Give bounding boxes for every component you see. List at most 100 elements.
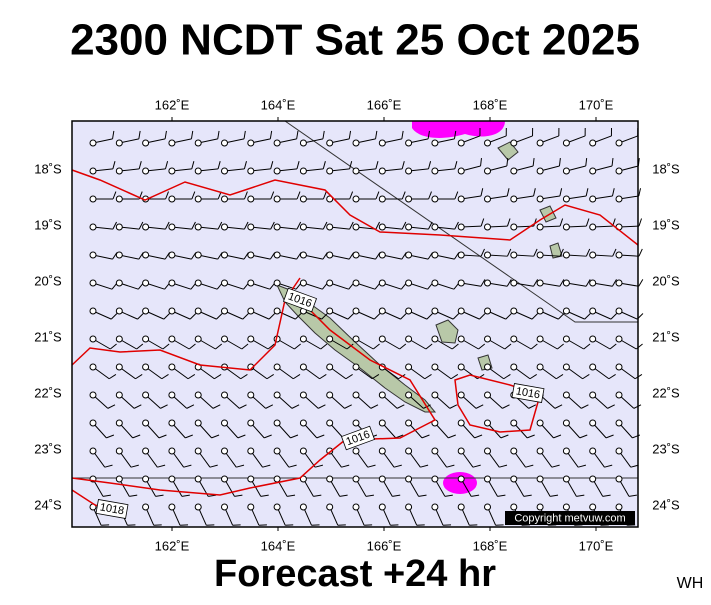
longitude-label: 170˚E — [579, 538, 614, 553]
station — [406, 476, 412, 482]
station — [563, 168, 569, 174]
station — [248, 476, 254, 482]
station — [274, 448, 280, 454]
station — [458, 336, 464, 342]
station — [485, 280, 491, 286]
station — [406, 364, 412, 370]
station — [143, 140, 149, 146]
station — [90, 196, 96, 202]
station — [432, 308, 438, 314]
station — [116, 168, 122, 174]
station — [300, 252, 306, 258]
station — [485, 364, 491, 370]
station — [222, 504, 228, 510]
station — [90, 308, 96, 314]
station — [379, 280, 385, 286]
station — [458, 392, 464, 398]
station — [458, 448, 464, 454]
station — [379, 168, 385, 174]
station — [90, 336, 96, 342]
station — [274, 224, 280, 230]
station — [90, 364, 96, 370]
station — [274, 196, 280, 202]
station — [327, 336, 333, 342]
station — [406, 280, 412, 286]
station — [169, 336, 175, 342]
station — [511, 224, 517, 230]
barb-tick — [639, 188, 641, 196]
station — [406, 504, 412, 510]
station — [353, 392, 359, 398]
station — [327, 476, 333, 482]
station — [90, 420, 96, 426]
station — [327, 280, 333, 286]
station — [590, 308, 596, 314]
station — [590, 224, 596, 230]
longitude-label: 170˚E — [579, 97, 614, 112]
station — [143, 476, 149, 482]
station — [458, 140, 464, 146]
latitude-label: 19˚S — [34, 217, 62, 232]
station — [537, 140, 543, 146]
station — [327, 392, 333, 398]
station — [563, 504, 569, 510]
station — [537, 196, 543, 202]
station — [511, 476, 517, 482]
station — [327, 168, 333, 174]
station — [563, 476, 569, 482]
station — [458, 280, 464, 286]
station — [274, 364, 280, 370]
station — [116, 336, 122, 342]
latitude-label: 18˚S — [652, 161, 680, 176]
station — [248, 336, 254, 342]
precipitation — [443, 472, 477, 494]
longitude-label: 162˚E — [155, 97, 190, 112]
station — [511, 140, 517, 146]
station — [300, 364, 306, 370]
station — [432, 196, 438, 202]
station — [353, 308, 359, 314]
longitude-label: 166˚E — [367, 97, 402, 112]
station — [195, 420, 201, 426]
latitude-label: 20˚S — [652, 273, 680, 288]
copyright: Copyright metvuw.com — [514, 512, 625, 524]
latitude-label: 23˚S — [652, 441, 680, 456]
longitude-label: 162˚E — [155, 538, 190, 553]
station — [379, 308, 385, 314]
station — [274, 504, 280, 510]
station — [195, 336, 201, 342]
station — [379, 420, 385, 426]
station — [300, 336, 306, 342]
station — [379, 224, 385, 230]
station — [90, 252, 96, 258]
station — [116, 476, 122, 482]
station — [195, 168, 201, 174]
station — [485, 336, 491, 342]
station — [537, 280, 543, 286]
station — [116, 140, 122, 146]
station — [616, 336, 622, 342]
station — [406, 140, 412, 146]
station — [485, 196, 491, 202]
station — [616, 476, 622, 482]
station — [537, 252, 543, 258]
station — [90, 224, 96, 230]
latitude-label: 24˚S — [34, 497, 62, 512]
station — [616, 504, 622, 510]
station — [406, 336, 412, 342]
station — [353, 336, 359, 342]
station — [563, 364, 569, 370]
station — [300, 504, 306, 510]
station — [248, 308, 254, 314]
station — [116, 448, 122, 454]
station — [511, 364, 517, 370]
station — [222, 224, 228, 230]
station — [511, 336, 517, 342]
station — [458, 168, 464, 174]
station — [195, 224, 201, 230]
station — [590, 196, 596, 202]
station — [379, 504, 385, 510]
station — [590, 280, 596, 286]
latitude-label: 18˚S — [34, 161, 62, 176]
station — [248, 504, 254, 510]
